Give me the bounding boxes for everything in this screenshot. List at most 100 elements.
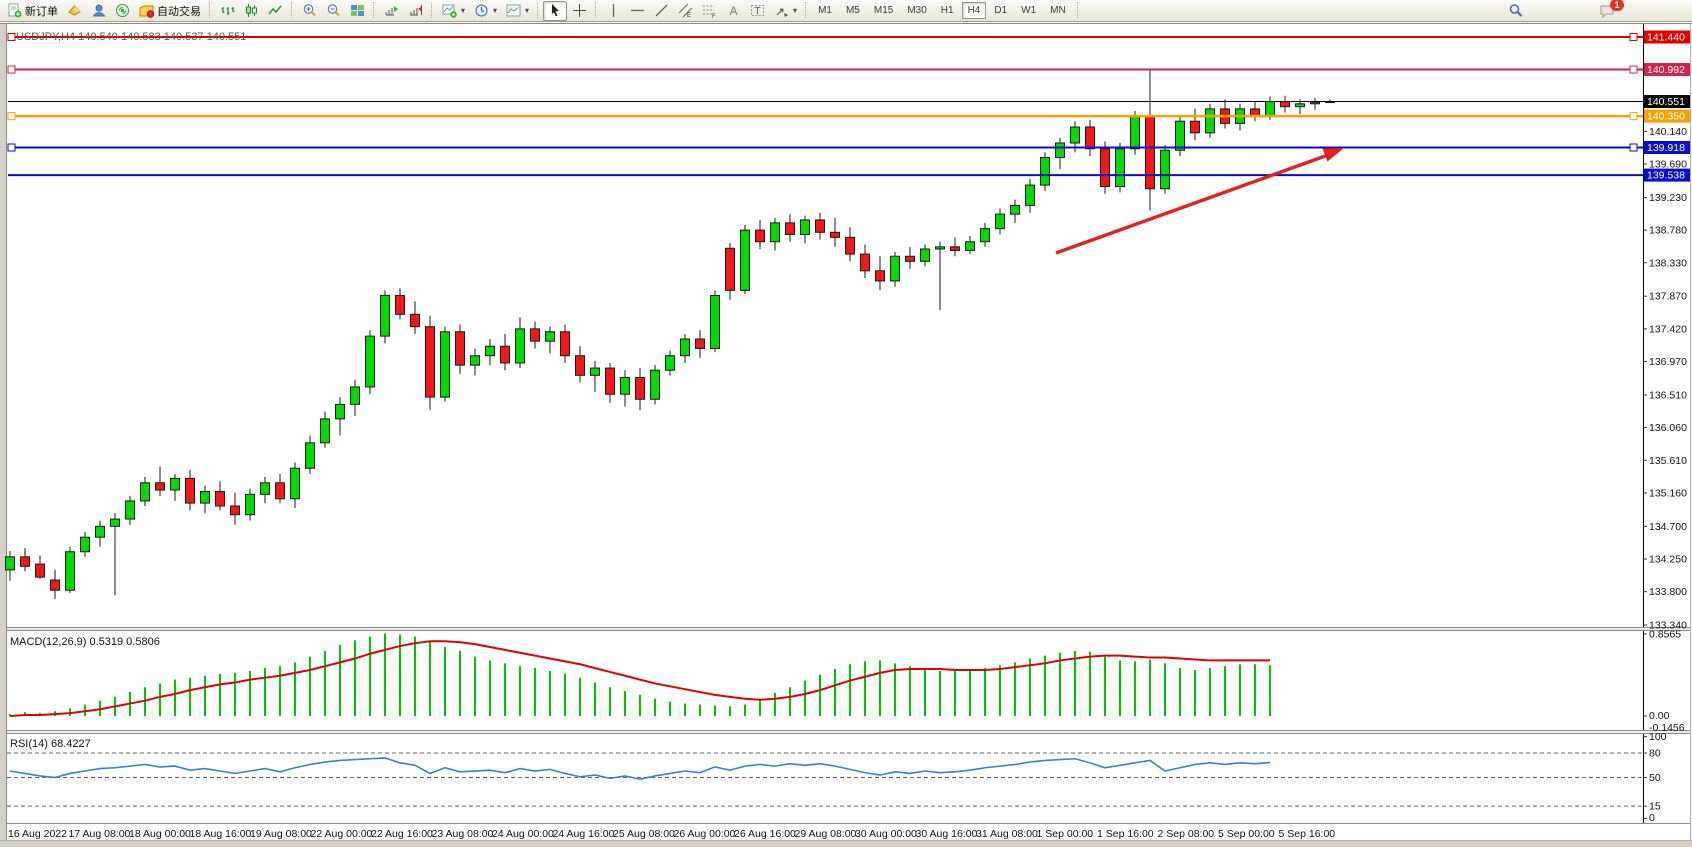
zoom-out-button[interactable] bbox=[321, 1, 345, 21]
candle bbox=[680, 338, 690, 357]
candle bbox=[800, 219, 810, 235]
auto-scroll-button[interactable] bbox=[379, 1, 403, 21]
candle bbox=[1205, 108, 1215, 134]
user-button[interactable] bbox=[86, 1, 110, 21]
svg-text:140.992: 140.992 bbox=[1647, 64, 1685, 76]
macd-signal-line bbox=[9, 640, 1270, 717]
equidistant-channel-tool-button[interactable]: E bbox=[673, 1, 697, 21]
timeframe-m5[interactable]: M5 bbox=[845, 5, 860, 16]
notifications-button[interactable]: 1 bbox=[1598, 0, 1624, 20]
dropdown-caret bbox=[461, 6, 465, 15]
text-label-tool-button[interactable]: T bbox=[745, 1, 769, 21]
timeframe-mn[interactable]: MN bbox=[1050, 5, 1066, 16]
timeframe-h1[interactable]: H1 bbox=[940, 5, 954, 16]
rsi-pane: RSI(14) 68.4227 100 80 50 150 bbox=[7, 731, 1667, 824]
price-line-141.440[interactable]: 141.440 bbox=[7, 30, 1690, 44]
periods-button[interactable] bbox=[469, 1, 501, 21]
date-label: 30 Aug 16:00 bbox=[916, 828, 978, 840]
candle bbox=[725, 247, 735, 291]
timeframe-m15[interactable]: M15 bbox=[873, 5, 894, 16]
candle bbox=[185, 477, 195, 504]
trend-arrow-annotation[interactable] bbox=[1055, 148, 1344, 255]
svg-text:135.610: 135.610 bbox=[1649, 455, 1687, 467]
date-label: 1 Sep 00:00 bbox=[1037, 828, 1094, 840]
timeframe-h4[interactable]: H4 bbox=[961, 2, 987, 19]
timeframe-d1[interactable]: D1 bbox=[994, 5, 1008, 16]
price-tag bbox=[1644, 63, 1690, 77]
candle bbox=[365, 335, 375, 388]
indicators-button[interactable] bbox=[437, 1, 469, 21]
signal-button[interactable] bbox=[110, 1, 134, 21]
bar-chart-button[interactable] bbox=[215, 1, 239, 21]
price-tag bbox=[1644, 95, 1690, 109]
zoom-in-button[interactable] bbox=[297, 1, 321, 21]
crosshair-tool-button[interactable] bbox=[567, 1, 591, 21]
horizontal-line-tool-button[interactable] bbox=[625, 1, 649, 21]
price-axis[interactable]: 140.140 139.690 139.230 138.780 138.330 137.8… bbox=[1643, 126, 1687, 632]
gold-tool-button[interactable] bbox=[62, 1, 86, 21]
toolbar-separator bbox=[431, 3, 433, 18]
chart-shift-button[interactable] bbox=[403, 1, 427, 21]
line-chart-button[interactable] bbox=[263, 1, 287, 21]
svg-text:136.970: 136.970 bbox=[1649, 356, 1687, 368]
timeframe-m1[interactable]: M1 bbox=[818, 5, 832, 16]
templates-button[interactable] bbox=[501, 1, 533, 21]
autotrading-icon bbox=[138, 3, 154, 19]
candle bbox=[950, 246, 960, 251]
price-line-139.538[interactable]: 139.538 bbox=[8, 168, 1690, 182]
candle bbox=[350, 386, 360, 405]
candle bbox=[830, 231, 840, 238]
candle bbox=[935, 246, 945, 250]
macd-pane: MACD(12,26,9) 0.5319 0.5806 0.8565 0.00-0.… bbox=[9, 628, 1685, 734]
fibonacci-tool-button[interactable]: F bbox=[697, 1, 721, 21]
trendline-tool-button[interactable] bbox=[649, 1, 673, 21]
arrows-tool-button[interactable] bbox=[769, 1, 801, 21]
candle bbox=[695, 338, 705, 349]
autotrading-button[interactable]: 自动交易 bbox=[134, 1, 205, 21]
toolbar-separator bbox=[373, 3, 375, 18]
text-tool-button[interactable]: A bbox=[721, 1, 745, 21]
candle bbox=[65, 551, 75, 591]
date-label: 16 Aug 2022 bbox=[8, 828, 67, 840]
price-line-140.992[interactable]: 140.992 bbox=[7, 63, 1690, 77]
candle bbox=[620, 376, 630, 395]
candle bbox=[20, 556, 30, 567]
price-line-140.350[interactable]: 140.350 bbox=[7, 109, 1690, 123]
price-line-140.551[interactable]: 140.551 bbox=[8, 95, 1690, 109]
tile-windows-button[interactable] bbox=[345, 1, 369, 21]
toolbar-separator bbox=[1076, 3, 1079, 18]
candle bbox=[230, 505, 240, 516]
candle bbox=[440, 331, 450, 398]
chat-bubble-icon: 1 bbox=[1598, 0, 1624, 19]
date-label: 22 Aug 00:00 bbox=[311, 828, 373, 840]
candle bbox=[200, 490, 210, 504]
candle bbox=[410, 313, 420, 328]
date-label: 24 Aug 16:00 bbox=[553, 828, 615, 840]
date-label: 26 Aug 16:00 bbox=[734, 828, 796, 840]
horizontal-line-icon bbox=[629, 3, 645, 19]
timeframe-m30[interactable]: M30 bbox=[907, 5, 927, 16]
svg-text:50: 50 bbox=[1649, 772, 1661, 784]
svg-text:136.510: 136.510 bbox=[1649, 389, 1687, 401]
candlestick-chart-button[interactable] bbox=[239, 1, 263, 21]
vertical-line-tool-button[interactable] bbox=[601, 1, 625, 21]
price-line-139.918[interactable]: 139.918 bbox=[7, 140, 1690, 154]
svg-text:139.690: 139.690 bbox=[1649, 159, 1687, 171]
timeframe-w1[interactable]: W1 bbox=[1021, 5, 1037, 16]
candle bbox=[755, 229, 765, 243]
cursor-tool-button[interactable] bbox=[543, 0, 568, 21]
candle bbox=[5, 556, 15, 571]
svg-text:137.420: 137.420 bbox=[1649, 323, 1687, 335]
candle bbox=[305, 442, 315, 469]
candle bbox=[125, 500, 135, 520]
candle bbox=[1295, 103, 1305, 108]
search-button[interactable] bbox=[1508, 2, 1524, 20]
new-order-button[interactable]: 新订单 bbox=[2, 1, 62, 21]
gold-icon bbox=[66, 3, 82, 19]
cursor-icon bbox=[547, 3, 563, 19]
candlestick-series bbox=[5, 69, 1335, 599]
candle bbox=[80, 536, 90, 553]
